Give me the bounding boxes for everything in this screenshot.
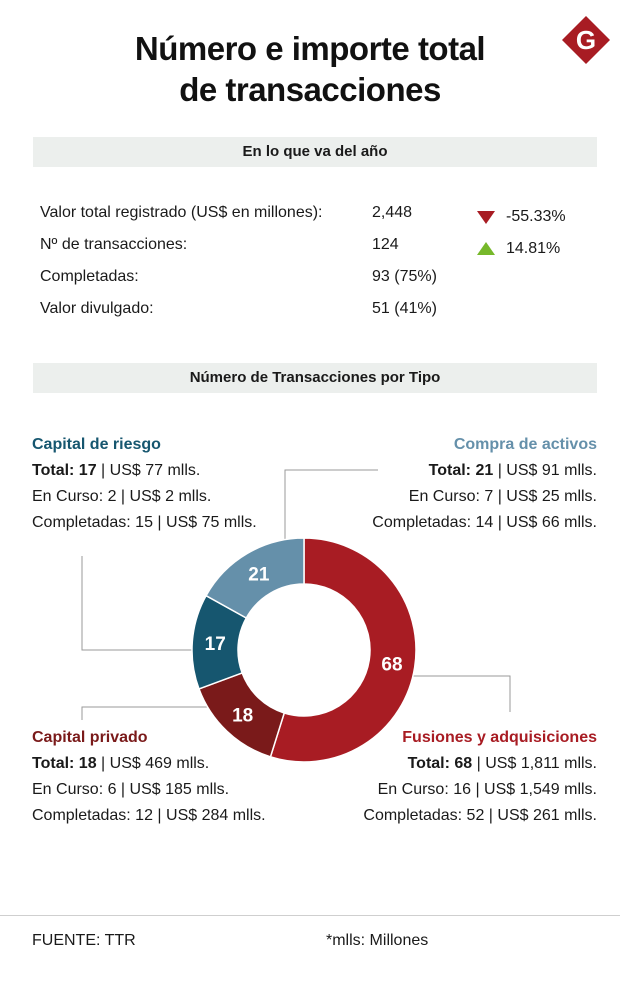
capital-privado-total-rest: | US$ 469 mlls. — [96, 755, 210, 772]
compra-activos-en-curso: En Curso: 7 | US$ 25 mlls. — [408, 488, 597, 505]
connector-fusiones — [412, 675, 511, 712]
footer-divider — [0, 915, 620, 916]
footer-note: *mlls: Millones — [326, 932, 429, 949]
fusiones-total-rest: | US$ 1,811 mlls. — [472, 755, 597, 772]
legend-fusiones: Fusiones y adquisiciones Total: 68 | US$… — [363, 725, 597, 829]
stat-label-disclosed: Valor divulgado: — [40, 300, 154, 317]
capital-privado-en-curso: En Curso: 6 | US$ 185 mlls. — [32, 781, 230, 798]
slice-label-capital-riesgo: 17 — [205, 634, 226, 655]
legend-capital-privado: Capital privado Total: 18 | US$ 469 mlls… — [32, 725, 266, 829]
title-line-1: Número e importe total — [134, 30, 486, 67]
capital-riesgo-total-rest: | US$ 77 mlls. — [96, 462, 201, 479]
stat-value-completed: 93 (75%) — [372, 268, 437, 285]
title-line-2: de transacciones — [179, 71, 441, 108]
triangle-up-icon — [477, 242, 495, 255]
stat-value-transactions: 124 — [372, 236, 399, 253]
trend-down: -55.33% — [476, 206, 566, 228]
brand-logo-icon: G — [562, 16, 610, 64]
logo-letter: G — [576, 25, 596, 55]
fusiones-total: Total: 68 | US$ 1,811 mlls. — [363, 751, 597, 777]
capital-privado-total: Total: 18 | US$ 469 mlls. — [32, 751, 266, 777]
footer-source: FUENTE: TTR — [32, 932, 136, 949]
slice-compra-activos — [205, 537, 305, 619]
fusiones-name: Fusiones y adquisiciones — [402, 729, 597, 746]
capital-riesgo-en-curso: En Curso: 2 | US$ 2 mlls. — [32, 488, 212, 505]
connector-compra-activos — [284, 469, 378, 542]
page-title: Número e importe total de transacciones — [60, 28, 560, 110]
connector-lines — [81, 469, 511, 720]
capital-privado-name: Capital privado — [32, 729, 148, 746]
capital-riesgo-name: Capital de riesgo — [32, 436, 161, 453]
logo-diamond — [562, 16, 610, 64]
triangle-down-icon — [477, 211, 495, 224]
legend-compra-activos: Compra de activos Total: 21 | US$ 91 mll… — [372, 432, 597, 536]
fusiones-completadas: Completadas: 52 | US$ 261 mlls. — [363, 807, 597, 824]
capital-riesgo-total: Total: 17 | US$ 77 mlls. — [32, 458, 257, 484]
connector-capital-privado — [81, 706, 208, 720]
capital-privado-completadas: Completadas: 12 | US$ 284 mlls. — [32, 807, 266, 824]
stat-value-disclosed: 51 (41%) — [372, 300, 437, 317]
trend-up-value: 14.81% — [506, 240, 561, 257]
compra-activos-total-label: Total: 21 — [428, 462, 494, 479]
stat-label-completed: Completadas: — [40, 268, 139, 285]
slice-label-compra-activos: 21 — [248, 564, 270, 585]
stat-label-total-value: Valor total registrado (US$ en millones)… — [40, 204, 323, 221]
capital-riesgo-completadas: Completadas: 15 | US$ 75 mlls. — [32, 514, 257, 531]
stat-value-total-value: 2,448 — [372, 204, 413, 221]
capital-privado-total-label: Total: 18 — [32, 755, 97, 772]
slice-label-capital-privado: 18 — [232, 706, 253, 727]
connector-capital-riesgo — [81, 556, 193, 651]
compra-activos-total-rest: | US$ 91 mlls. — [493, 462, 597, 479]
slice-label-fusiones: 68 — [381, 654, 402, 675]
trend-up: 14.81% — [476, 238, 560, 260]
capital-riesgo-total-label: Total: 17 — [32, 462, 97, 479]
fusiones-en-curso: En Curso: 16 | US$ 1,549 mlls. — [377, 781, 597, 798]
summary-header: En lo que va del año — [33, 137, 597, 167]
trend-down-value: -55.33% — [506, 208, 566, 225]
compra-activos-name: Compra de activos — [453, 436, 597, 453]
slice-fusiones — [269, 537, 417, 763]
legend-capital-riesgo: Capital de riesgo Total: 17 | US$ 77 mll… — [32, 432, 257, 536]
stat-label-transactions: Nº de transacciones: — [40, 236, 188, 253]
chart-title: Número de Transacciones por Tipo — [33, 363, 597, 393]
compra-activos-completadas: Completadas: 14 | US$ 66 mlls. — [372, 514, 597, 531]
fusiones-total-label: Total: 68 — [407, 755, 473, 772]
compra-activos-total: Total: 21 | US$ 91 mlls. — [372, 458, 597, 484]
